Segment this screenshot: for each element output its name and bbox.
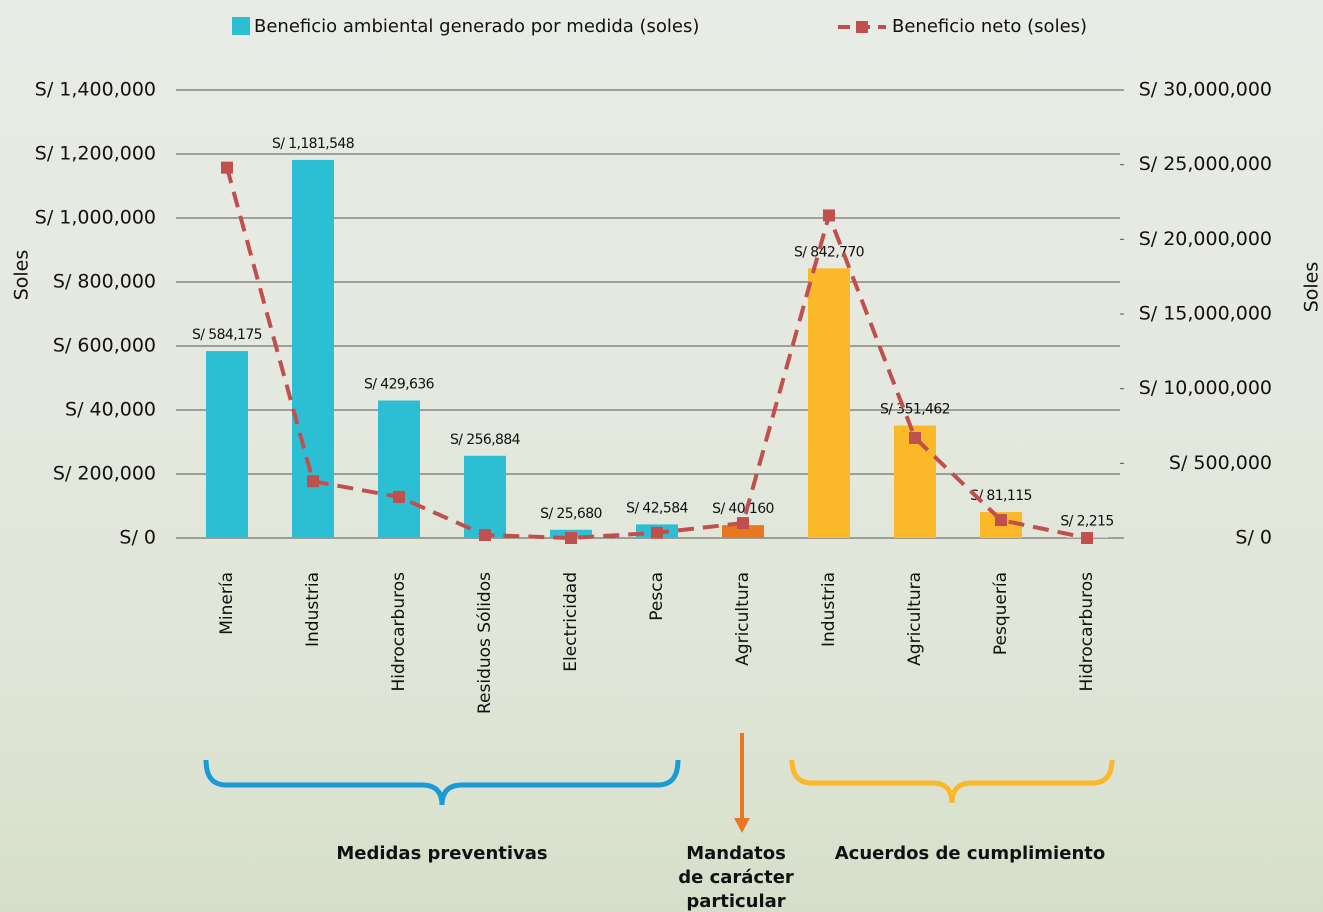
x-tick-label: Residuos Sólidos [475,572,495,714]
group-label: Acuerdos de cumplimiento [835,843,1105,864]
y-tick-label: S/ 1,400,000 [35,79,156,101]
value-label: S/ 42,584 [626,500,688,516]
x-tick-label: Electricidad [561,572,581,672]
marker [479,529,491,542]
brace [789,759,1115,804]
value-label: S/ 842,770 [794,244,864,260]
value-label: S/ 25,680 [540,506,602,522]
value-label: S/ 351,462 [880,402,950,418]
y2-tick-label: S/ 25,000,000 [1139,153,1272,175]
value-label: S/ 1,181,548 [272,136,354,152]
y-axis-label: Soles [11,250,33,301]
y2-tick-label: S/ 15,000,000 [1139,303,1272,325]
group-label: Mandatos [686,843,786,864]
legend-marker [856,21,868,33]
x-tick-label: Agricultura [905,572,925,666]
y2-tick-label: S/ 20,000,000 [1139,228,1272,250]
x-tick-label: Pesquería [991,572,1011,655]
y-tick-label: S/ 40,000 [65,399,156,421]
bar [292,159,334,538]
bar [808,268,850,538]
group-label: Medidas preventivas [336,843,547,864]
legend-label: Beneficio ambiental generado por medida … [254,16,699,37]
bar [464,455,506,538]
legend-label: Beneficio neto (soles) [892,16,1087,37]
y-tick-label: S/ 1,200,000 [35,143,156,165]
x-tick-label: Industria [819,572,839,647]
x-tick-label: Industria [303,572,323,647]
marker [1081,532,1093,544]
x-tick-label: Pesca [647,572,667,621]
value-label: S/ 256,884 [450,432,521,448]
value-label: S/ 81,115 [970,488,1032,504]
y-tick-label: S/ 200,000 [53,463,156,485]
arrow-head [734,818,750,833]
value-label: S/ 584,175 [192,327,262,343]
brace [203,759,681,806]
group-label: de carácter [678,867,794,888]
value-label: S/ 429,636 [364,377,435,393]
x-tick-label: Hidrocarburos [389,572,409,692]
y2-tick-label: S/ 500,000 [1169,452,1272,474]
x-tick-label: Minería [217,572,237,635]
value-label: S/ 40,160 [712,501,774,517]
line [225,167,1088,541]
x-tick-label: Hidrocarburos [1077,572,1097,692]
y-tick-label: S/ 1,000,000 [35,207,156,229]
marker [995,514,1007,527]
marker [307,475,319,488]
y2-axis-label: Soles [1301,262,1323,313]
marker [823,209,835,222]
marker [909,431,921,444]
y2-tick-label: S/ 30,000,000 [1139,79,1272,101]
marker [565,532,577,544]
value-label: S/ 2,215 [1060,513,1113,529]
marker [737,517,749,530]
y2-tick-label: S/ 10,000,000 [1139,377,1272,399]
marker [221,161,233,174]
bar [378,400,420,538]
marker [651,526,663,539]
bar [894,425,936,538]
y2-tick-label: S/ 0 [1235,527,1272,549]
bar [722,525,764,538]
x-tick-label: Agricultura [733,572,753,666]
marker [393,490,405,503]
y-tick-label: S/ 600,000 [53,335,156,357]
y-tick-label: S/ 800,000 [53,271,156,293]
y-tick-label: S/ 0 [119,527,156,549]
group-label: particular [686,891,785,912]
legend-swatch [232,17,250,35]
bar [206,351,248,538]
